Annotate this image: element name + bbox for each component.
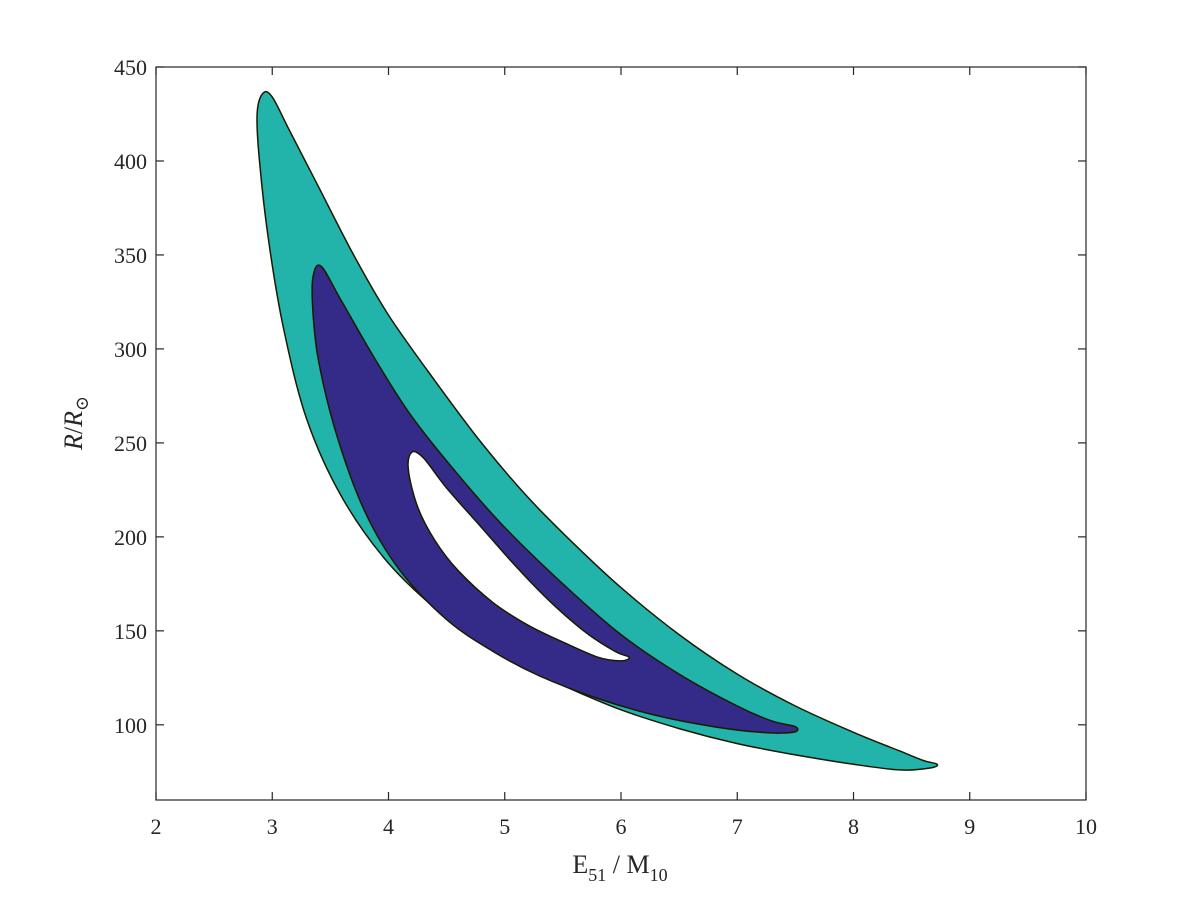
x-tick-label: 5 (499, 814, 510, 839)
y-tick-label: 100 (114, 713, 147, 738)
x-tick-label: 2 (151, 814, 162, 839)
axis-tick-labels: 2 3 4 5 6 7 8 9 10 100 150 200 250 300 350 400 450 (114, 55, 1097, 839)
x-tick-label: 4 (383, 814, 394, 839)
y-tick-label: 400 (114, 149, 147, 174)
x-axis-label: E51 / M10 (572, 850, 667, 885)
x-tick-label: 10 (1075, 814, 1097, 839)
contour-regions (256, 90, 939, 771)
x-tick-label: 9 (964, 814, 975, 839)
y-axis-label: R/R⊙ (59, 396, 92, 451)
y-tick-label: 300 (114, 337, 147, 362)
y-tick-label: 250 (114, 431, 147, 456)
y-tick-label: 350 (114, 243, 147, 268)
x-tick-label: 8 (848, 814, 859, 839)
y-tick-label: 200 (114, 525, 147, 550)
contour-region-hole (407, 450, 631, 662)
y-tick-label: 150 (114, 619, 147, 644)
y-tick-label: 450 (114, 55, 147, 80)
x-tick-label: 6 (616, 814, 627, 839)
x-tick-label: 3 (267, 814, 278, 839)
contour-region-inner (311, 264, 799, 734)
x-tick-label: 7 (732, 814, 743, 839)
axis-ticks (155, 66, 1087, 800)
